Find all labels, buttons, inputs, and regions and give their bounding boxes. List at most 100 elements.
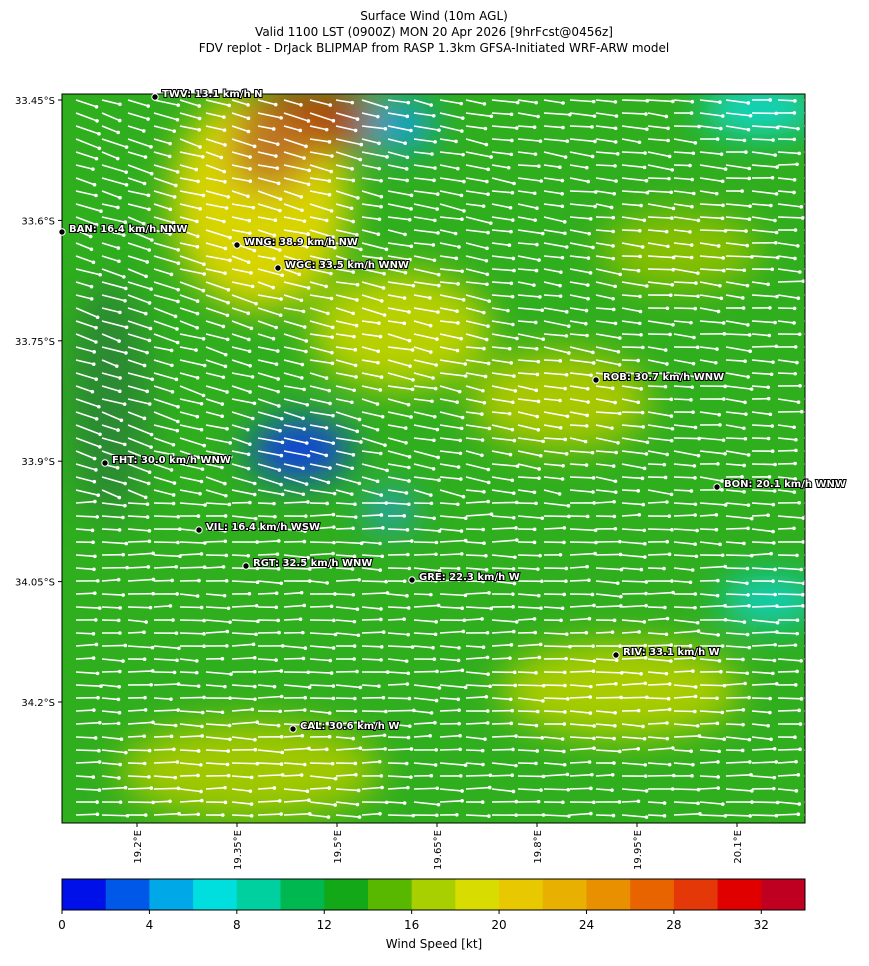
wind-arrow-head: [720, 711, 724, 715]
wind-arrow: [206, 750, 228, 751]
wind-arrow: [180, 633, 204, 634]
wind-arrow-head: [307, 119, 311, 123]
wind-arrow: [518, 711, 538, 712]
wind-arrow-head: [538, 656, 542, 660]
wind-arrow-head: [540, 580, 544, 584]
wind-arrow-head: [644, 604, 648, 608]
wind-arrow-head: [793, 111, 797, 115]
wind-arrow: [388, 619, 404, 620]
wind-arrow-head: [224, 514, 228, 518]
wind-arrow-head: [202, 194, 206, 198]
wind-arrow-head: [564, 657, 568, 661]
wind-arrow: [128, 632, 144, 633]
wind-arrow-head: [798, 802, 802, 806]
wind-arrow: [362, 659, 381, 660]
wind-arrow-head: [407, 310, 411, 314]
wind-arrow-head: [589, 711, 593, 715]
wind-arrow: [180, 567, 205, 568]
wind-arrow-head: [200, 402, 204, 406]
colorbar-tick-label: 8: [233, 918, 241, 932]
wind-arrow-head: [819, 358, 823, 362]
wind-arrow-head: [589, 685, 593, 689]
wind-arrow-head: [697, 454, 701, 458]
wind-arrow-head: [768, 711, 772, 715]
wind-arrow: [726, 555, 752, 556]
wind-arrow-head: [435, 541, 439, 545]
wind-arrow-head: [148, 402, 152, 406]
wind-arrow-head: [588, 760, 592, 764]
wind-arrow-head: [358, 482, 362, 486]
wind-arrow-head: [98, 273, 102, 277]
wind-arrow-head: [144, 813, 148, 817]
wind-arrow-head: [255, 604, 259, 608]
wind-arrow: [622, 152, 645, 153]
wind-arrow-head: [98, 788, 102, 792]
wind-arrow-head: [460, 194, 464, 198]
wind-arrow: [570, 697, 590, 698]
wind-arrow-head: [454, 232, 458, 236]
wind-arrow-head: [666, 127, 670, 131]
wind-arrow-head: [508, 656, 512, 660]
wind-arrow-head: [486, 631, 490, 635]
wind-arrow-head: [434, 763, 438, 767]
wind-arrow: [310, 672, 332, 673]
wind-arrow-head: [747, 604, 751, 608]
wind-arrow-head: [692, 362, 696, 366]
wind-arrow-head: [690, 178, 694, 182]
wind-arrow-head: [297, 273, 301, 277]
wind-arrow-head: [332, 619, 336, 623]
wind-arrow-head: [304, 350, 308, 354]
wind-arrow-head: [299, 103, 303, 107]
wind-arrow-head: [563, 684, 567, 688]
wind-arrow: [622, 697, 647, 698]
wind-arrow: [674, 515, 695, 516]
wind-arrow: [180, 685, 199, 686]
wind-arrow-head: [636, 359, 640, 363]
wind-arrow: [804, 268, 828, 269]
wind-arrow-head: [146, 104, 150, 108]
wind-arrow-head: [174, 565, 178, 569]
wind-arrow-head: [826, 267, 830, 271]
wind-arrow: [284, 775, 302, 776]
wind-arrow-head: [665, 362, 669, 366]
wind-arrow-head: [558, 284, 562, 288]
wind-arrow: [544, 698, 568, 699]
wind-arrow-head: [561, 256, 565, 260]
wind-arrow-head: [175, 631, 179, 635]
wind-arrow-head: [825, 125, 829, 129]
wind-arrow-head: [177, 786, 181, 790]
wind-arrow-head: [566, 414, 570, 418]
wind-arrow-head: [558, 165, 562, 169]
wind-arrow-head: [514, 813, 518, 817]
wind-arrow-head: [669, 659, 673, 663]
wind-arrow: [804, 451, 820, 453]
station-label: RIV: 33.1 km/h W: [623, 647, 720, 658]
wind-arrow-head: [794, 345, 798, 349]
wind-arrow-head: [458, 390, 462, 394]
wind-arrow-head: [592, 476, 596, 480]
wind-arrow-head: [743, 139, 747, 143]
wind-arrow: [544, 815, 569, 816]
wind-arrow-head: [403, 233, 407, 237]
wind-arrow-head: [121, 553, 125, 557]
wind-arrow-head: [95, 643, 99, 647]
wind-arrow-head: [793, 462, 797, 466]
wind-arrow-head: [694, 695, 698, 699]
station-dot: [152, 94, 158, 100]
wind-arrow-head: [97, 132, 101, 136]
wind-arrow-head: [225, 554, 229, 558]
wind-arrow-head: [120, 418, 124, 422]
wind-arrow-head: [173, 776, 177, 780]
wind-arrow-head: [382, 696, 386, 700]
wind-arrow-head: [612, 761, 616, 765]
wind-arrow-head: [301, 363, 305, 367]
wind-arrow-head: [794, 643, 798, 647]
wind-arrow-head: [221, 711, 225, 715]
wind-arrow-head: [195, 326, 199, 330]
wind-arrow-head: [124, 644, 128, 648]
wind-arrow-head: [226, 630, 230, 634]
wind-arrow-head: [357, 578, 361, 582]
wind-arrow-head: [324, 285, 328, 289]
wind-arrow-head: [747, 696, 751, 700]
